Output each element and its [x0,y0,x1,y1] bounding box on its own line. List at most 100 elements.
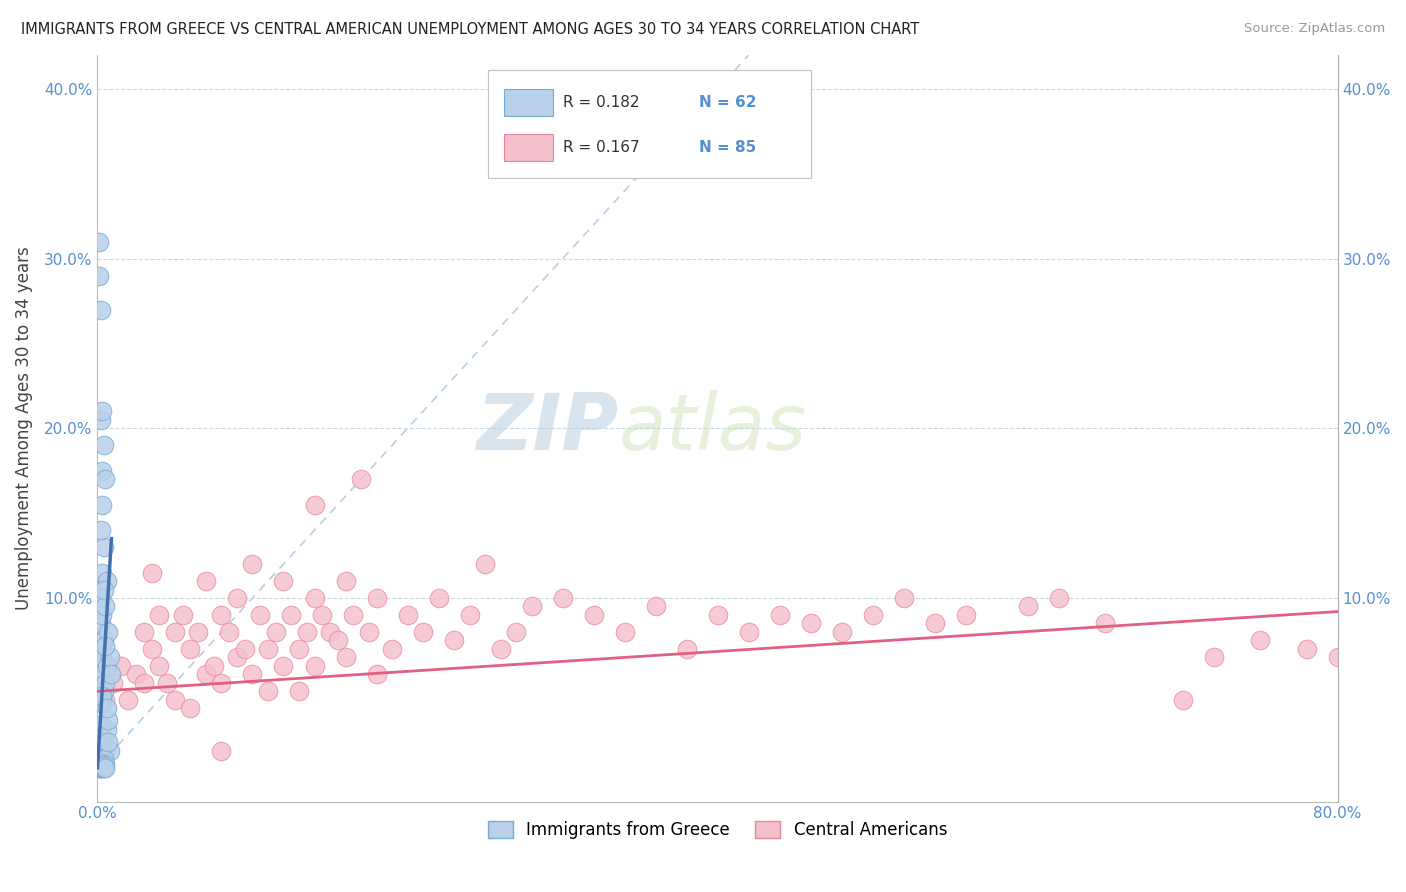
Point [195,574,218,588]
Point [427,591,450,605]
Point [211,607,233,622]
Point [91,498,114,512]
Point [96,701,118,715]
Point [91,761,114,775]
Point [90,523,112,537]
Point [87,268,110,283]
Point [93,759,115,773]
Point [87,759,110,773]
Point [288,641,311,656]
Point [90,616,112,631]
Point [90,740,112,755]
Point [96,574,118,588]
Point [412,624,434,639]
Point [90,413,112,427]
Point [91,756,114,770]
Point [93,735,115,749]
Point [326,633,349,648]
Point [93,684,115,698]
Point [264,624,287,639]
Point [93,438,115,452]
Point [474,557,496,571]
Point [91,730,114,744]
Point [342,607,364,622]
Point [211,744,233,758]
Point [242,557,264,571]
Point [90,696,112,710]
Point [335,574,357,588]
Point [335,650,357,665]
Point [458,607,481,622]
Point [91,404,114,418]
Point [91,693,114,707]
Point [97,624,120,639]
Point [242,667,264,681]
Point [87,761,110,775]
Point [132,624,155,639]
Point [98,650,121,665]
Point [93,757,115,772]
Point [179,641,201,656]
FancyBboxPatch shape [488,70,811,178]
Point [87,761,110,775]
Point [1094,616,1116,631]
Point [90,718,112,732]
Point [94,761,117,775]
Point [91,566,114,580]
Point [91,464,114,478]
Point [1171,693,1194,707]
Point [862,607,884,622]
Point [91,607,114,622]
Point [613,624,636,639]
Point [1249,633,1271,648]
Point [366,591,388,605]
Point [768,607,790,622]
Point [831,624,853,639]
Point [91,650,114,665]
Point [96,723,118,738]
Point [1202,650,1225,665]
FancyBboxPatch shape [505,89,553,116]
Point [706,607,728,622]
Point [93,540,115,554]
Point [304,591,326,605]
Point [91,690,114,704]
Point [90,667,112,681]
Point [125,667,148,681]
Point [163,624,186,639]
Point [93,752,115,766]
FancyBboxPatch shape [505,135,553,161]
Text: N = 62: N = 62 [699,95,756,111]
Point [644,599,666,614]
Point [505,624,527,639]
Point [90,757,112,772]
Point [91,748,114,763]
Point [94,693,117,707]
Point [93,582,115,597]
Point [87,756,110,770]
Point [163,693,186,707]
Point [357,624,380,639]
Point [1326,650,1348,665]
Point [110,658,132,673]
Point [202,658,225,673]
Point [257,684,280,698]
Point [87,235,110,249]
Point [288,684,311,698]
Point [249,607,271,622]
Point [87,759,110,773]
Point [520,599,543,614]
Point [100,667,122,681]
Point [94,599,117,614]
Point [280,607,302,622]
Point [179,701,201,715]
Point [924,616,946,631]
Point [97,713,120,727]
Text: R = 0.167: R = 0.167 [562,140,640,155]
Point [97,735,120,749]
Point [273,658,295,673]
Point [304,658,326,673]
Point [91,759,114,773]
Point [101,675,124,690]
Point [156,675,179,690]
